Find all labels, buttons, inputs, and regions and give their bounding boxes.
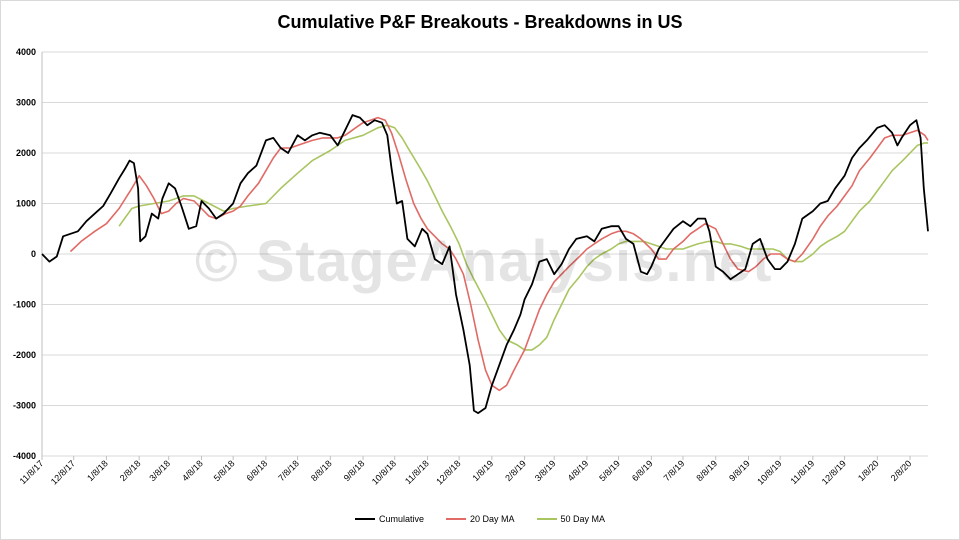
y-tick-label: -4000	[13, 451, 36, 461]
x-tick-label: 9/8/19	[727, 458, 752, 483]
x-tick-label: 5/8/19	[597, 458, 622, 483]
chart-title: Cumulative P&F Breakouts - Breakdowns in…	[277, 12, 683, 32]
x-tick-label: 11/8/19	[788, 458, 816, 486]
y-tick-label: 3000	[16, 98, 36, 108]
legend-swatch	[536, 518, 557, 520]
x-tick-label: 4/8/18	[180, 458, 205, 483]
watermark: © StageAnalysis.net	[195, 229, 773, 294]
x-tick-label: 3/8/18	[147, 458, 172, 483]
x-tick-label: 4/8/19	[566, 458, 591, 483]
x-tick-label: 11/8/18	[403, 458, 431, 486]
legend-label: 20 Day MA	[469, 514, 515, 524]
x-tick-label: 7/8/19	[662, 458, 687, 483]
y-tick-label: 4000	[16, 47, 36, 57]
legend: Cumulative 20 Day MA 50 Day MA	[0, 514, 960, 524]
y-tick-label: -3000	[13, 401, 36, 411]
y-tick-label: -2000	[13, 350, 36, 360]
x-tick-label: 6/8/19	[630, 458, 655, 483]
x-tick-label: 8/8/19	[694, 458, 719, 483]
x-tick-label: 3/8/19	[533, 458, 558, 483]
legend-swatch	[445, 518, 466, 520]
y-tick-label: 1000	[16, 199, 36, 209]
x-tick-label: 10/8/19	[755, 458, 783, 486]
y-tick-label: 0	[31, 249, 36, 259]
series-line-50-day-ma	[118, 124, 928, 351]
x-tick-label: 12/8/18	[434, 458, 462, 486]
x-tick-label: 8/8/18	[309, 458, 334, 483]
legend-item: Cumulative	[354, 514, 424, 524]
x-tick-label: 11/8/17	[18, 458, 46, 486]
x-tick-label: 2/8/20	[889, 458, 914, 483]
x-tick-label: 2/8/18	[118, 458, 143, 483]
x-tick-label: 6/8/18	[245, 458, 270, 483]
legend-item: 50 Day MA	[536, 514, 606, 524]
x-tick-label: 12/8/17	[49, 458, 77, 486]
series-line-cumulative	[41, 114, 929, 415]
x-tick-label: 5/8/18	[212, 458, 237, 483]
x-tick-label: 1/8/20	[856, 458, 881, 483]
x-tick-label: 10/8/18	[370, 458, 398, 486]
legend-swatch	[354, 518, 375, 520]
x-tick-label: 2/8/19	[503, 458, 528, 483]
y-tick-label: -1000	[13, 300, 36, 310]
x-tick-label: 9/8/18	[342, 458, 367, 483]
x-tick-label: 12/8/19	[820, 458, 848, 486]
x-tick-label: 1/8/18	[85, 458, 110, 483]
legend-label: Cumulative	[378, 514, 424, 524]
x-tick-label: 1/8/19	[471, 458, 496, 483]
y-tick-label: 2000	[16, 148, 36, 158]
x-tick-label: 7/8/18	[276, 458, 301, 483]
legend-label: 50 Day MA	[560, 514, 606, 524]
legend-item: 20 Day MA	[445, 514, 515, 524]
